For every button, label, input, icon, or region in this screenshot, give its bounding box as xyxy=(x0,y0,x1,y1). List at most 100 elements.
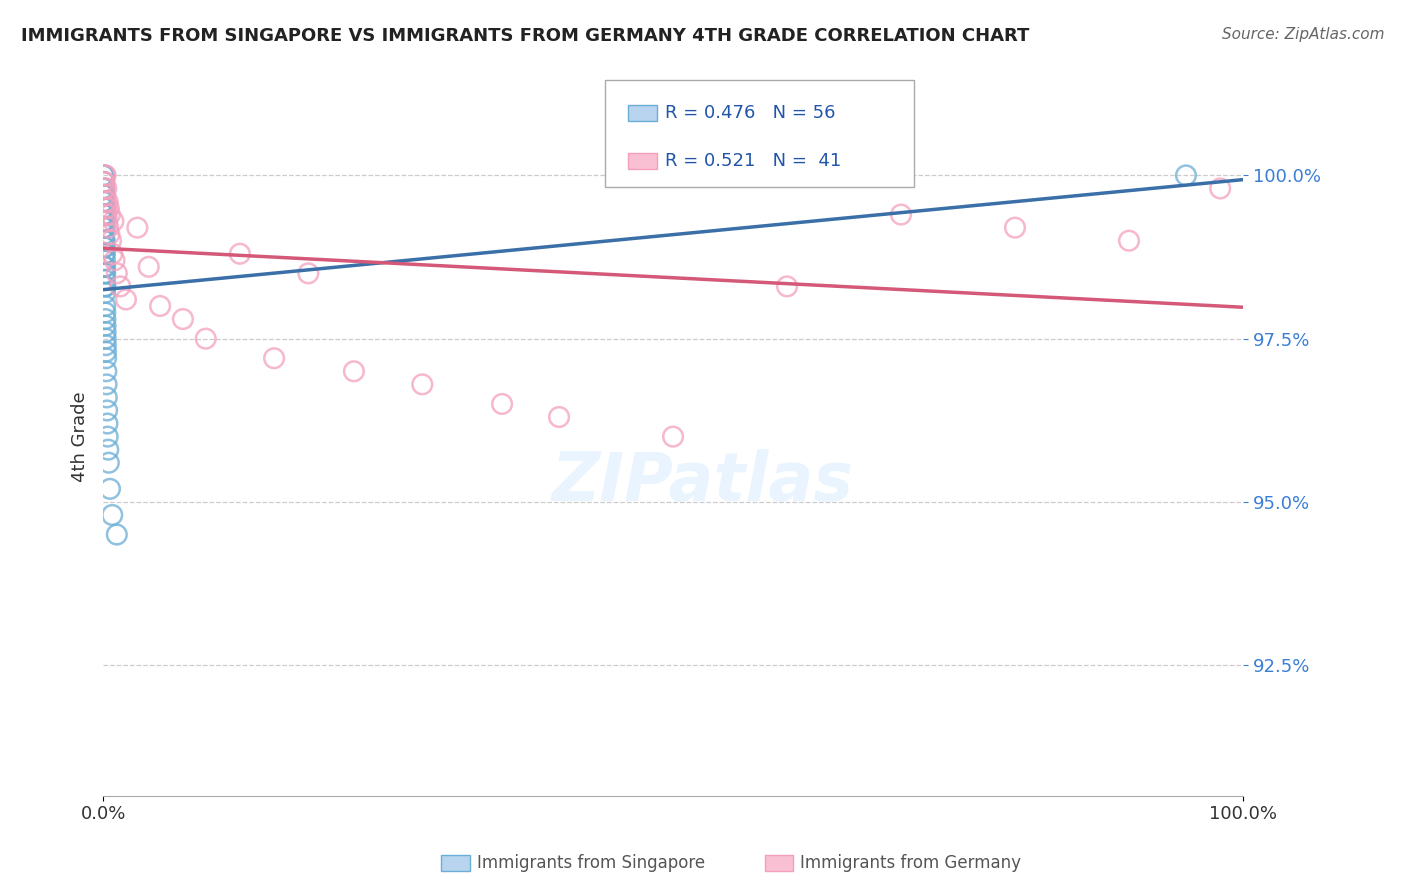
Text: Source: ZipAtlas.com: Source: ZipAtlas.com xyxy=(1222,27,1385,42)
Point xyxy=(98,227,121,242)
Point xyxy=(93,201,115,215)
Point xyxy=(890,208,912,222)
Point xyxy=(96,391,118,405)
Point xyxy=(96,364,118,378)
Point xyxy=(411,377,433,392)
Point xyxy=(662,429,685,443)
Text: ZIPatlas: ZIPatlas xyxy=(553,449,853,515)
Point xyxy=(97,442,120,457)
Point xyxy=(101,508,124,522)
Point xyxy=(94,344,117,359)
Text: R = 0.521   N =  41: R = 0.521 N = 41 xyxy=(665,152,841,169)
Point xyxy=(93,175,115,189)
Point xyxy=(93,227,115,242)
Point xyxy=(100,234,122,248)
Point xyxy=(93,240,115,254)
Point xyxy=(93,169,115,183)
Point xyxy=(548,409,571,424)
Y-axis label: 4th Grade: 4th Grade xyxy=(72,392,89,482)
Point xyxy=(93,181,115,195)
Point xyxy=(94,188,117,202)
Point xyxy=(94,194,117,209)
Point xyxy=(98,482,121,496)
Point xyxy=(776,279,799,293)
Point xyxy=(138,260,160,274)
Text: R = 0.476   N = 56: R = 0.476 N = 56 xyxy=(665,104,835,122)
Point xyxy=(97,194,120,209)
Point xyxy=(93,175,115,189)
Text: Immigrants from Germany: Immigrants from Germany xyxy=(800,854,1021,871)
Point xyxy=(94,169,117,183)
Point xyxy=(93,214,115,228)
Point xyxy=(93,234,115,248)
Point xyxy=(94,273,117,287)
Point xyxy=(1118,234,1140,248)
Point xyxy=(105,266,128,280)
Point xyxy=(94,253,117,268)
Point xyxy=(94,246,117,260)
Point xyxy=(98,208,121,222)
Point xyxy=(93,246,115,260)
Point xyxy=(96,417,118,431)
Point xyxy=(93,201,115,215)
Point xyxy=(94,260,117,274)
Point xyxy=(93,175,115,189)
Point xyxy=(1209,181,1232,195)
Point xyxy=(297,266,319,280)
Point xyxy=(93,266,115,280)
Point xyxy=(115,293,138,307)
Point xyxy=(93,181,115,195)
Point xyxy=(94,312,117,326)
Point xyxy=(94,299,117,313)
Point xyxy=(94,318,117,333)
Point xyxy=(93,194,115,209)
Point xyxy=(93,214,115,228)
Point xyxy=(93,208,115,222)
Point xyxy=(101,246,124,260)
Point xyxy=(1175,169,1198,183)
Point xyxy=(94,201,117,215)
Point xyxy=(94,325,117,339)
Point xyxy=(93,194,115,209)
Point xyxy=(103,253,125,268)
Point xyxy=(491,397,513,411)
Text: Immigrants from Singapore: Immigrants from Singapore xyxy=(477,854,704,871)
Point xyxy=(96,377,118,392)
Point xyxy=(93,214,115,228)
Point xyxy=(94,351,117,366)
Point xyxy=(96,403,118,417)
Point xyxy=(94,332,117,346)
Point xyxy=(1004,220,1026,235)
Point xyxy=(97,429,120,443)
Point xyxy=(194,332,217,346)
Point xyxy=(94,279,117,293)
Point xyxy=(97,456,120,470)
Point xyxy=(110,279,132,293)
Point xyxy=(105,527,128,541)
Point xyxy=(93,181,115,195)
Point xyxy=(93,188,115,202)
Point xyxy=(96,214,118,228)
Point xyxy=(93,260,115,274)
Point xyxy=(96,181,118,195)
Point xyxy=(127,220,149,235)
Point xyxy=(343,364,366,378)
Point xyxy=(97,201,120,215)
Point xyxy=(94,169,117,183)
Text: IMMIGRANTS FROM SINGAPORE VS IMMIGRANTS FROM GERMANY 4TH GRADE CORRELATION CHART: IMMIGRANTS FROM SINGAPORE VS IMMIGRANTS … xyxy=(21,27,1029,45)
Point xyxy=(229,246,252,260)
Point xyxy=(97,220,120,235)
Point xyxy=(93,240,115,254)
Point xyxy=(172,312,194,326)
Point xyxy=(93,220,115,235)
Point xyxy=(103,214,125,228)
Point xyxy=(93,220,115,235)
Point xyxy=(94,279,117,293)
Point xyxy=(94,338,117,352)
Point xyxy=(94,266,117,280)
Point xyxy=(93,234,115,248)
Point xyxy=(149,299,172,313)
Point xyxy=(263,351,285,366)
Point xyxy=(93,188,115,202)
Point xyxy=(96,208,118,222)
